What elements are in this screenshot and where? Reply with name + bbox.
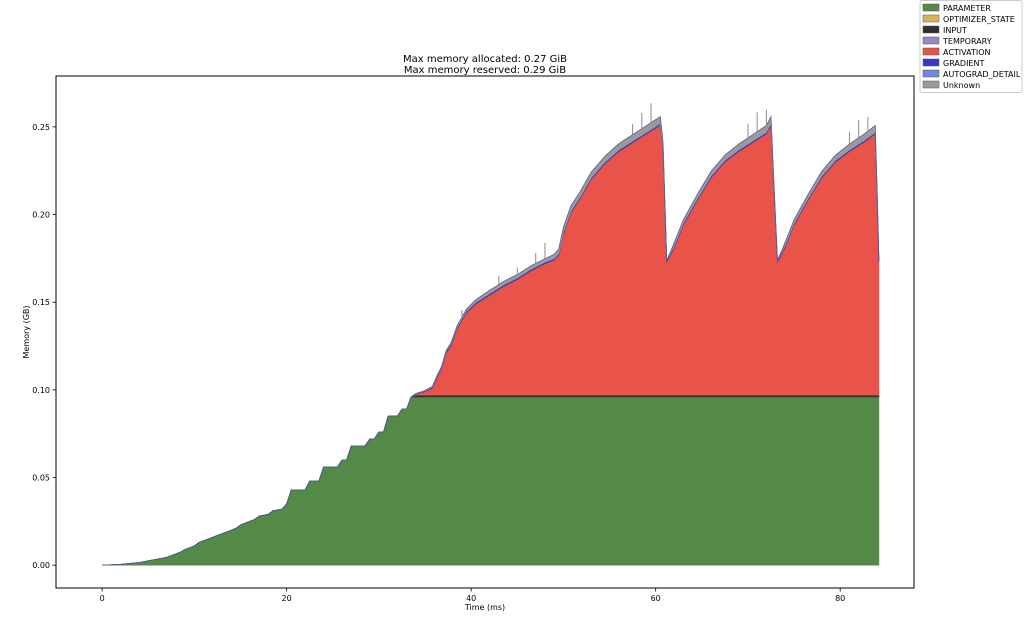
legend-label-unknown: Unknown <box>943 81 980 90</box>
x-tick-label-1: 20 <box>282 594 292 603</box>
legend-swatch-temporary <box>922 36 940 45</box>
legend-label-input: INPUT <box>943 26 967 35</box>
plot-frame <box>55 75 915 589</box>
y-tick-label-3: 0.15 <box>32 298 50 307</box>
legend-swatch-input <box>922 25 940 34</box>
legend-box <box>919 0 1023 93</box>
legend-label-optimizer-state: OPTIMIZER_STATE <box>943 15 1015 24</box>
chart-title: Max memory allocated: 0.27 GiB Max memor… <box>403 54 567 76</box>
legend-swatch-optimizer-state <box>922 14 940 23</box>
x-axis-label: Time (ms) <box>464 603 505 612</box>
legend-swatch-autograd-detail <box>922 69 940 78</box>
x-axis-ticks: 0 20 40 60 80 <box>100 588 845 603</box>
y-tick-label-4: 0.20 <box>32 211 50 220</box>
legend-swatch-gradient <box>922 58 940 67</box>
y-tick-label-5: 0.25 <box>32 123 50 132</box>
x-tick-label-0: 0 <box>100 594 105 603</box>
legend-swatch-unknown <box>922 80 940 89</box>
legend: PARAMETER OPTIMIZER_STATE INPUT TEMPORARY AC… <box>919 0 1023 93</box>
chart-title-line-1: Max memory allocated: 0.27 GiB <box>403 54 567 65</box>
legend-label-gradient: GRADIENT <box>943 59 984 68</box>
y-tick-label-1: 0.05 <box>32 474 50 483</box>
legend-swatch-parameter <box>922 3 940 12</box>
chart-title-line-2: Max memory reserved: 0.29 GiB <box>404 65 566 76</box>
legend-label-autograd-detail: AUTOGRAD_DETAIL <box>943 70 1021 79</box>
x-tick-label-2: 40 <box>466 594 476 603</box>
legend-swatch-activation <box>922 47 940 56</box>
stacked-area-layers <box>102 115 880 566</box>
x-tick-label-3: 60 <box>651 594 661 603</box>
legend-label-activation: ACTIVATION <box>943 48 991 57</box>
area-edge-unknown <box>102 115 880 566</box>
y-tick-label-0: 0.00 <box>32 561 50 570</box>
legend-label-parameter: PARAMETER <box>943 4 991 13</box>
y-axis-ticks: 0.00 0.05 0.10 0.15 0.20 0.25 <box>32 123 56 570</box>
x-tick-label-4: 80 <box>835 594 845 603</box>
y-tick-label-2: 0.10 <box>32 386 50 395</box>
legend-label-temporary: TEMPORARY <box>942 37 992 46</box>
area-parameter <box>102 396 880 566</box>
allocation-spikes <box>461 103 869 318</box>
y-axis-label: Memory (GB) <box>22 305 31 358</box>
